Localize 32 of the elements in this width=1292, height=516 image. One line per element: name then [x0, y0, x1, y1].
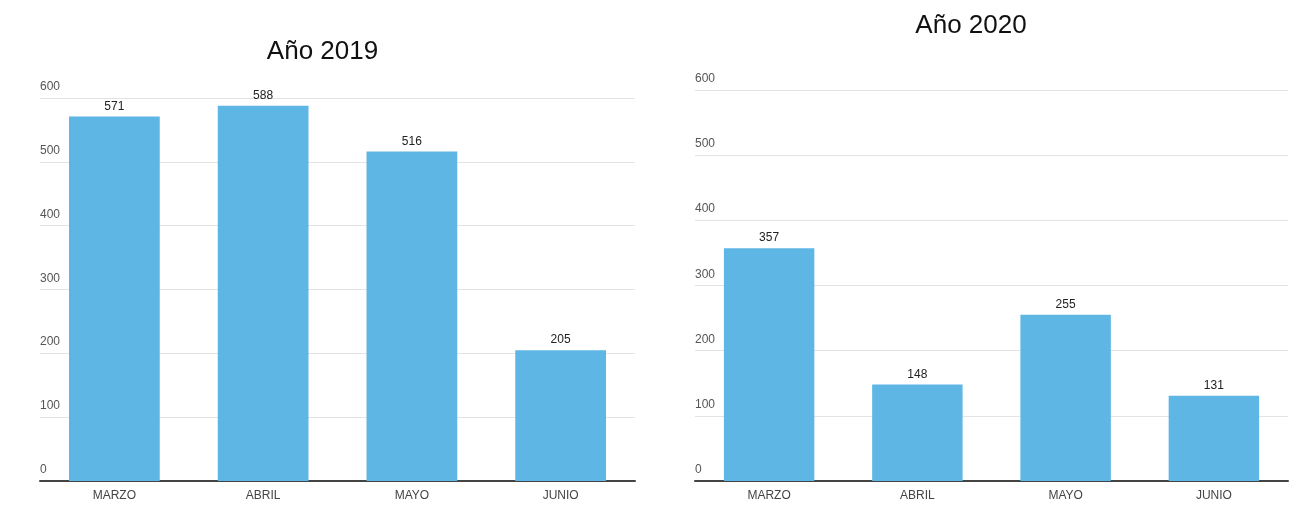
y-tick-label: 0: [40, 462, 47, 476]
y-tick-label: 500: [695, 136, 716, 151]
data-label: 205: [550, 332, 571, 347]
y-tick-label: 300: [40, 270, 61, 285]
y-tick-label: 500: [40, 142, 61, 157]
y-tick-label: 100: [40, 398, 61, 413]
x-tick-label: MARZO: [747, 488, 791, 502]
x-tick-label: MAYO: [394, 488, 430, 502]
y-tick-label: 600: [695, 71, 716, 85]
x-tick-label: MARZO: [92, 488, 137, 502]
x-tick-label: MAYO: [1048, 488, 1083, 502]
y-tick-label: 600: [40, 79, 61, 93]
y-tick-label: 200: [695, 331, 716, 346]
x-tick-label: JUNIO: [1195, 488, 1232, 502]
y-tick-label: 200: [40, 334, 61, 349]
data-label: 571: [104, 98, 125, 113]
x-tick-label: JUNIO: [542, 488, 579, 502]
y-tick-label: 100: [695, 396, 716, 411]
x-tick-label: ABRIL: [900, 488, 936, 502]
data-label: 588: [253, 87, 274, 102]
data-label: 357: [759, 230, 780, 245]
y-tick-label: 300: [695, 266, 716, 281]
y-tick-label: 400: [40, 206, 61, 221]
data-label: 255: [1055, 296, 1076, 311]
data-label: 516: [401, 133, 423, 148]
chart-title: Año 2019: [266, 35, 379, 65]
y-tick-label: 0: [695, 462, 702, 476]
x-tick-label: ABRIL: [245, 488, 281, 502]
data-label: 131: [1203, 377, 1225, 392]
y-tick-label: 400: [695, 201, 716, 216]
data-label: 148: [907, 366, 928, 381]
chart-title: Año 2020: [915, 9, 1027, 39]
